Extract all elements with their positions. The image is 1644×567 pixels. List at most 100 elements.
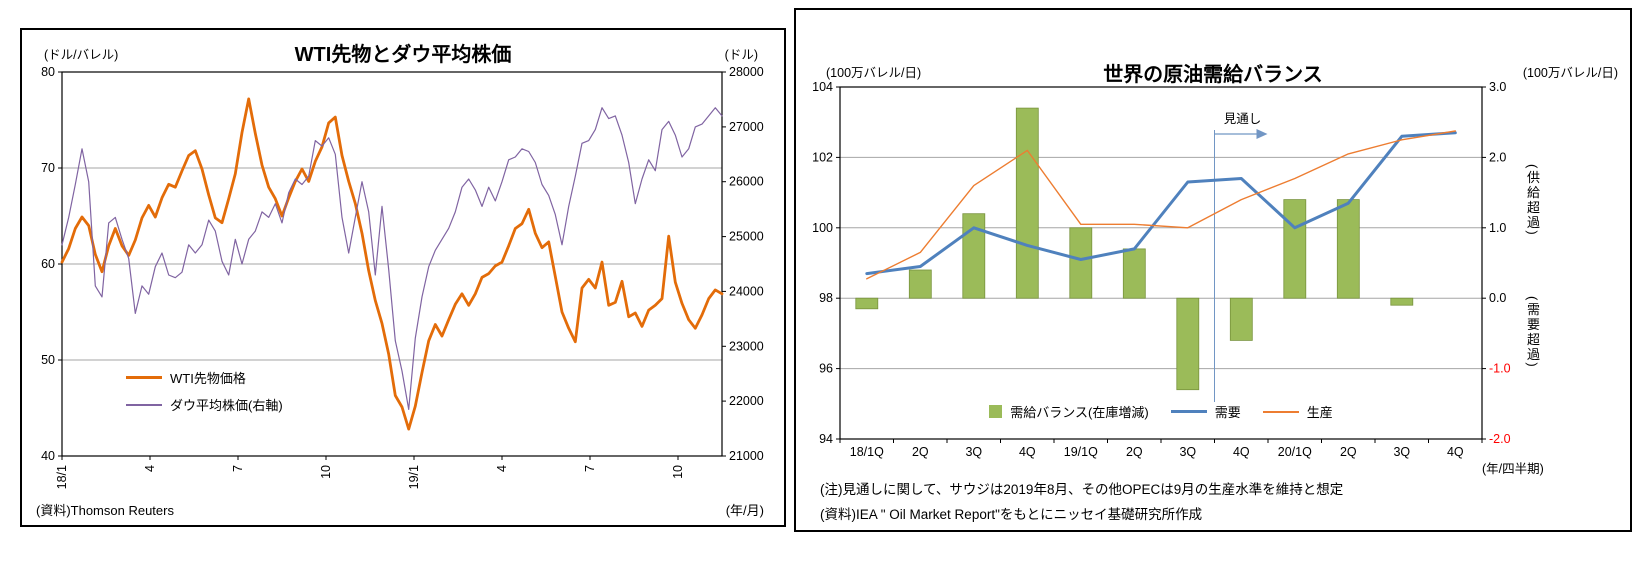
plot-border: [839, 86, 1483, 440]
balance-bar: [1390, 297, 1414, 306]
svg-text:40: 40: [41, 449, 55, 463]
svg-text:26000: 26000: [729, 175, 764, 189]
svg-text:94: 94: [819, 432, 833, 446]
balance-bar: [962, 213, 986, 299]
svg-text:0.0: 0.0: [1489, 291, 1506, 305]
legend-item-balance: 需給バランス(在庫増減): [989, 402, 1149, 421]
legend-item-production: 生産: [1262, 402, 1333, 421]
svg-text:-2.0: -2.0: [1489, 432, 1511, 446]
svg-text:19/1Q: 19/1Q: [1064, 445, 1098, 459]
legend-label-production: 生産: [1306, 405, 1333, 420]
svg-text:21000: 21000: [729, 449, 764, 463]
legend-left-chart: WTI先物価格 ダウ平均株価(右軸): [126, 364, 283, 418]
svg-text:10: 10: [671, 465, 685, 479]
wti-dow-chart-panel: (ドル/バレル) WTI先物とダウ平均株価 (ドル) 80 70 60 50 40 280…: [20, 28, 786, 527]
svg-text:70: 70: [41, 161, 55, 175]
chart-title-left: WTI先物とダウ平均株価: [294, 44, 512, 66]
right-axis-unit: (ドル): [724, 48, 758, 62]
svg-text:18/1Q: 18/1Q: [850, 445, 884, 459]
balance-bar-swatch: [989, 405, 1003, 418]
gridlines: [840, 156, 1482, 370]
svg-text:1.0: 1.0: [1489, 221, 1506, 235]
svg-text:102: 102: [812, 150, 833, 164]
left-axis-unit: (ドル/バレル): [44, 48, 119, 62]
balance-bar: [1336, 199, 1360, 299]
wti-dow-plot: 80 70 60 50 40 28000 27000 26000 25000 24000 23000…: [41, 65, 764, 489]
oil-balance-plot: 104 102 100 98 96 94 3.0 2.0 1.0 0.0 -1.0 -2.0 18/1Q…: [812, 80, 1511, 459]
oil-balance-chart-panel: (100万バレル/日) 世界の原油需給バランス (100万バレル/日) 104 1…: [794, 8, 1632, 532]
svg-text:80: 80: [41, 65, 55, 79]
svg-text:7: 7: [231, 465, 245, 472]
legend-item-dow: ダウ平均株価(右軸): [126, 391, 283, 418]
chart-title-right: 世界の原油需給バランス: [1103, 64, 1323, 86]
demand-surplus-label: (需要超過): [1525, 296, 1540, 369]
balance-bar: [1069, 227, 1093, 299]
svg-text:4Q: 4Q: [1233, 445, 1250, 459]
wti-line-swatch: [126, 376, 162, 379]
series-line-0: [60, 97, 724, 431]
svg-text:50: 50: [41, 353, 55, 367]
balance-bar: [1283, 199, 1307, 299]
svg-text:28000: 28000: [729, 65, 764, 79]
legend-label-wti: WTI先物価格: [170, 371, 246, 386]
legend-right-chart: 需給バランス(在庫増減) 需要 生産: [840, 402, 1482, 421]
dow-line-swatch: [126, 403, 162, 406]
series-line-1: [866, 130, 1456, 280]
svg-text:3Q: 3Q: [1393, 445, 1410, 459]
svg-text:18/1: 18/1: [55, 465, 69, 489]
svg-text:4Q: 4Q: [1019, 445, 1036, 459]
left-axis-unit: (100万バレル/日): [826, 66, 922, 80]
svg-text:20/1Q: 20/1Q: [1278, 445, 1312, 459]
svg-text:23000: 23000: [729, 339, 764, 353]
balance-bar: [855, 297, 879, 310]
svg-text:3.0: 3.0: [1489, 80, 1506, 94]
balance-bar: [908, 269, 932, 299]
svg-text:19/1: 19/1: [407, 465, 421, 489]
demand-line-swatch: [1170, 410, 1207, 413]
svg-text:2Q: 2Q: [912, 445, 929, 459]
svg-text:98: 98: [819, 291, 833, 305]
balance-bar: [1176, 297, 1200, 391]
svg-text:4: 4: [143, 465, 157, 472]
forecast-marker: 見通し: [1214, 112, 1268, 402]
svg-text:24000: 24000: [729, 284, 764, 298]
svg-text:3Q: 3Q: [1179, 445, 1196, 459]
source-note-right: (資料)IEA " Oil Market Report"をもとにニッセイ基礎研究…: [820, 507, 1203, 522]
assumption-note: (注)見通しに関して、サウジは2019年8月、その他OPECは9月の生産水準を維…: [820, 482, 1344, 497]
svg-text:7: 7: [583, 465, 597, 472]
svg-text:104: 104: [812, 80, 833, 94]
right-axis-unit: (100万バレル/日): [1522, 66, 1618, 80]
x-axis-unit-right: (年/四半期): [1482, 462, 1544, 476]
svg-text:4: 4: [495, 465, 509, 472]
balance-bar: [1122, 248, 1146, 299]
series-line-1: [61, 107, 723, 410]
legend-item-wti: WTI先物価格: [126, 364, 283, 391]
svg-text:27000: 27000: [729, 120, 764, 134]
svg-text:100: 100: [812, 221, 833, 235]
series-line-0: [865, 131, 1457, 276]
svg-text:10: 10: [319, 465, 333, 479]
balance-bar: [1015, 107, 1039, 299]
legend-label-dow: ダウ平均株価(右軸): [170, 398, 283, 413]
svg-text:60: 60: [41, 257, 55, 271]
supply-surplus-label: (供給超過): [1525, 164, 1540, 237]
svg-text:2Q: 2Q: [1340, 445, 1357, 459]
svg-text:-1.0: -1.0: [1489, 362, 1511, 376]
svg-text:22000: 22000: [729, 394, 764, 408]
svg-text:2.0: 2.0: [1489, 150, 1506, 164]
svg-text:4Q: 4Q: [1447, 445, 1464, 459]
balance-bar: [1229, 297, 1253, 341]
svg-text:96: 96: [819, 362, 833, 376]
source-note-left: (資料)Thomson Reuters: [36, 503, 174, 518]
forecast-label: 見通し: [1224, 112, 1262, 126]
x-axis-unit-left: (年/月): [725, 503, 764, 518]
legend-label-demand: 需要: [1214, 405, 1241, 420]
svg-text:25000: 25000: [729, 230, 764, 244]
legend-label-balance: 需給バランス(在庫増減): [1010, 405, 1149, 420]
forecast-arrow-icon: [1256, 129, 1268, 139]
legend-item-demand: 需要: [1170, 402, 1241, 421]
gridlines: [62, 167, 722, 361]
svg-text:3Q: 3Q: [965, 445, 982, 459]
svg-text:2Q: 2Q: [1126, 445, 1143, 459]
production-line-swatch: [1262, 410, 1299, 413]
